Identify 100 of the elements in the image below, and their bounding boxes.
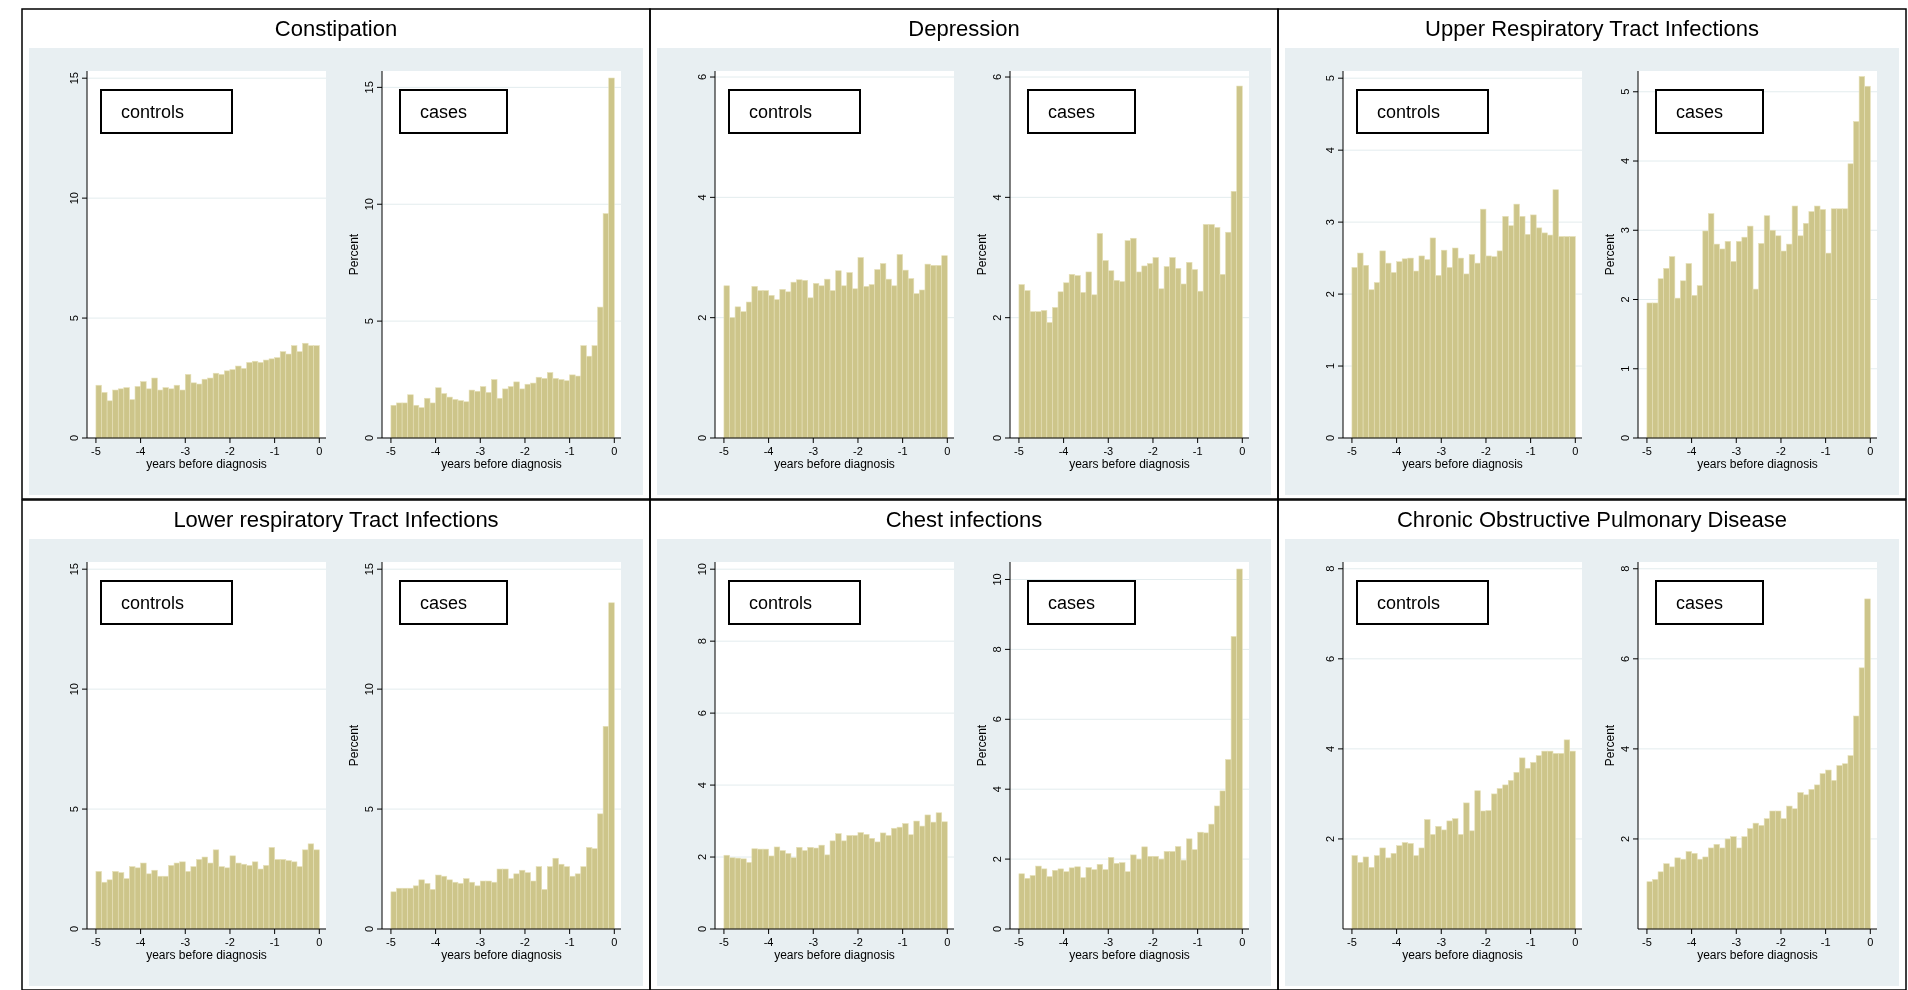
x-tick-label: 0	[944, 936, 951, 948]
y-tick-label: 8	[1619, 565, 1631, 572]
x-tick-label: -5	[1347, 445, 1357, 457]
annotation: cases	[1048, 593, 1096, 613]
x-tick-label: -5	[386, 936, 396, 948]
x-tick-label: -1	[1192, 936, 1203, 948]
y-tick-label: 2	[991, 856, 1003, 863]
chart-title: Lower respiratory Tract Infections	[173, 507, 499, 532]
y-axis-title: Percent	[347, 233, 361, 276]
annotation: controls	[1377, 593, 1441, 613]
y-axis-title: Percent	[975, 724, 989, 767]
y-tick-label: 1	[1324, 362, 1336, 370]
x-tick-label: -5	[386, 445, 396, 457]
x-tick-label: -4	[1391, 445, 1402, 457]
x-tick-label: -2	[225, 936, 235, 948]
x-tick-label: 0	[611, 936, 618, 948]
y-tick-label: 0	[363, 925, 375, 933]
x-tick-label: -2	[1776, 936, 1786, 948]
x-tick-label: -5	[719, 445, 729, 457]
x-tick-label: -3	[1103, 445, 1114, 457]
y-tick-label: 15	[363, 81, 375, 94]
x-tick-label: -1	[1820, 936, 1831, 948]
y-tick-label: 0	[991, 434, 1003, 442]
x-tick-label: -4	[1686, 445, 1697, 457]
chart-title: Chronic Obstructive Pulmonary Disease	[1396, 507, 1788, 532]
y-tick-label: 3	[1324, 219, 1336, 226]
x-axis-title: years before diagnosis	[1402, 457, 1523, 471]
x-tick-label: -3	[1731, 445, 1742, 457]
y-tick-label: 8	[696, 638, 708, 645]
x-tick-label: -1	[1525, 936, 1536, 948]
x-tick-label: -4	[135, 936, 146, 948]
chart-title: Constipation	[274, 16, 398, 41]
x-tick-label: -2	[1481, 445, 1491, 457]
x-axis-title: years before diagnosis	[1069, 948, 1190, 962]
y-tick-label: 10	[363, 198, 375, 211]
x-tick-label: -4	[1058, 445, 1069, 457]
y-tick-label: 0	[1324, 434, 1336, 442]
x-tick-label: -3	[1731, 936, 1742, 948]
x-tick-label: -5	[1642, 936, 1652, 948]
x-tick-label: -5	[1642, 445, 1652, 457]
chart-title: Upper Respiratory Tract Infections	[1425, 16, 1759, 41]
x-tick-label: -3	[180, 936, 191, 948]
x-tick-label: -5	[91, 445, 101, 457]
annotation: cases	[420, 102, 468, 122]
x-tick-label: 0	[1867, 936, 1874, 948]
y-tick-label: 2	[696, 314, 708, 321]
x-tick-label: -3	[180, 445, 191, 457]
annotation: controls	[121, 102, 185, 122]
x-tick-label: -1	[1192, 445, 1203, 457]
y-tick-label: 8	[1324, 565, 1336, 572]
y-tick-label: 4	[1324, 745, 1336, 752]
annotation: controls	[1377, 102, 1441, 122]
x-tick-label: -1	[1820, 445, 1831, 457]
x-tick-label: -2	[520, 445, 530, 457]
x-axis-title: years before diagnosis	[774, 457, 895, 471]
y-tick-label: 15	[68, 72, 80, 85]
x-tick-label: -1	[564, 936, 575, 948]
x-tick-label: 0	[1572, 445, 1579, 457]
x-tick-label: -5	[1347, 936, 1357, 948]
y-tick-label: 2	[1619, 835, 1631, 842]
y-tick-label: 4	[1324, 147, 1336, 154]
x-tick-label: 0	[1867, 445, 1874, 457]
annotation: cases	[420, 593, 468, 613]
x-tick-label: -5	[1014, 445, 1024, 457]
x-tick-label: 0	[944, 445, 951, 457]
x-tick-label: -1	[1525, 445, 1536, 457]
x-tick-label: -4	[430, 936, 441, 948]
x-tick-label: -1	[269, 445, 280, 457]
y-tick-label: 0	[68, 925, 80, 933]
y-axis-title: Percent	[347, 724, 361, 767]
x-tick-label: -4	[1686, 936, 1697, 948]
y-tick-label: 4	[1619, 745, 1631, 752]
x-tick-label: 0	[1239, 936, 1246, 948]
annotation: controls	[121, 593, 185, 613]
y-tick-label: 6	[1324, 655, 1336, 662]
y-tick-label: 0	[363, 434, 375, 442]
y-tick-label: 10	[68, 192, 80, 205]
x-axis-title: years before diagnosis	[1697, 948, 1818, 962]
x-tick-label: -3	[1436, 445, 1447, 457]
x-tick-label: 0	[316, 936, 323, 948]
x-tick-label: -2	[1148, 445, 1158, 457]
y-tick-label: 0	[991, 925, 1003, 933]
chart-title: Chest infections	[885, 507, 1043, 532]
x-axis-title: years before diagnosis	[146, 948, 267, 962]
x-tick-label: -2	[853, 936, 863, 948]
y-tick-label: 10	[991, 573, 1003, 586]
x-tick-label: -3	[475, 936, 486, 948]
annotation: controls	[749, 593, 813, 613]
y-tick-label: 10	[696, 563, 708, 576]
x-tick-label: -1	[564, 445, 575, 457]
y-tick-label: 6	[696, 73, 708, 81]
x-tick-label: -5	[91, 936, 101, 948]
y-tick-label: 1	[1619, 365, 1631, 372]
y-tick-label: 2	[696, 853, 708, 861]
y-tick-label: 5	[363, 318, 375, 325]
chart-title: Depression	[908, 16, 1020, 41]
y-tick-label: 4	[1619, 157, 1631, 165]
annotation: controls	[749, 102, 813, 122]
x-tick-label: -2	[1776, 445, 1786, 457]
y-axis-title: Percent	[1603, 233, 1617, 276]
